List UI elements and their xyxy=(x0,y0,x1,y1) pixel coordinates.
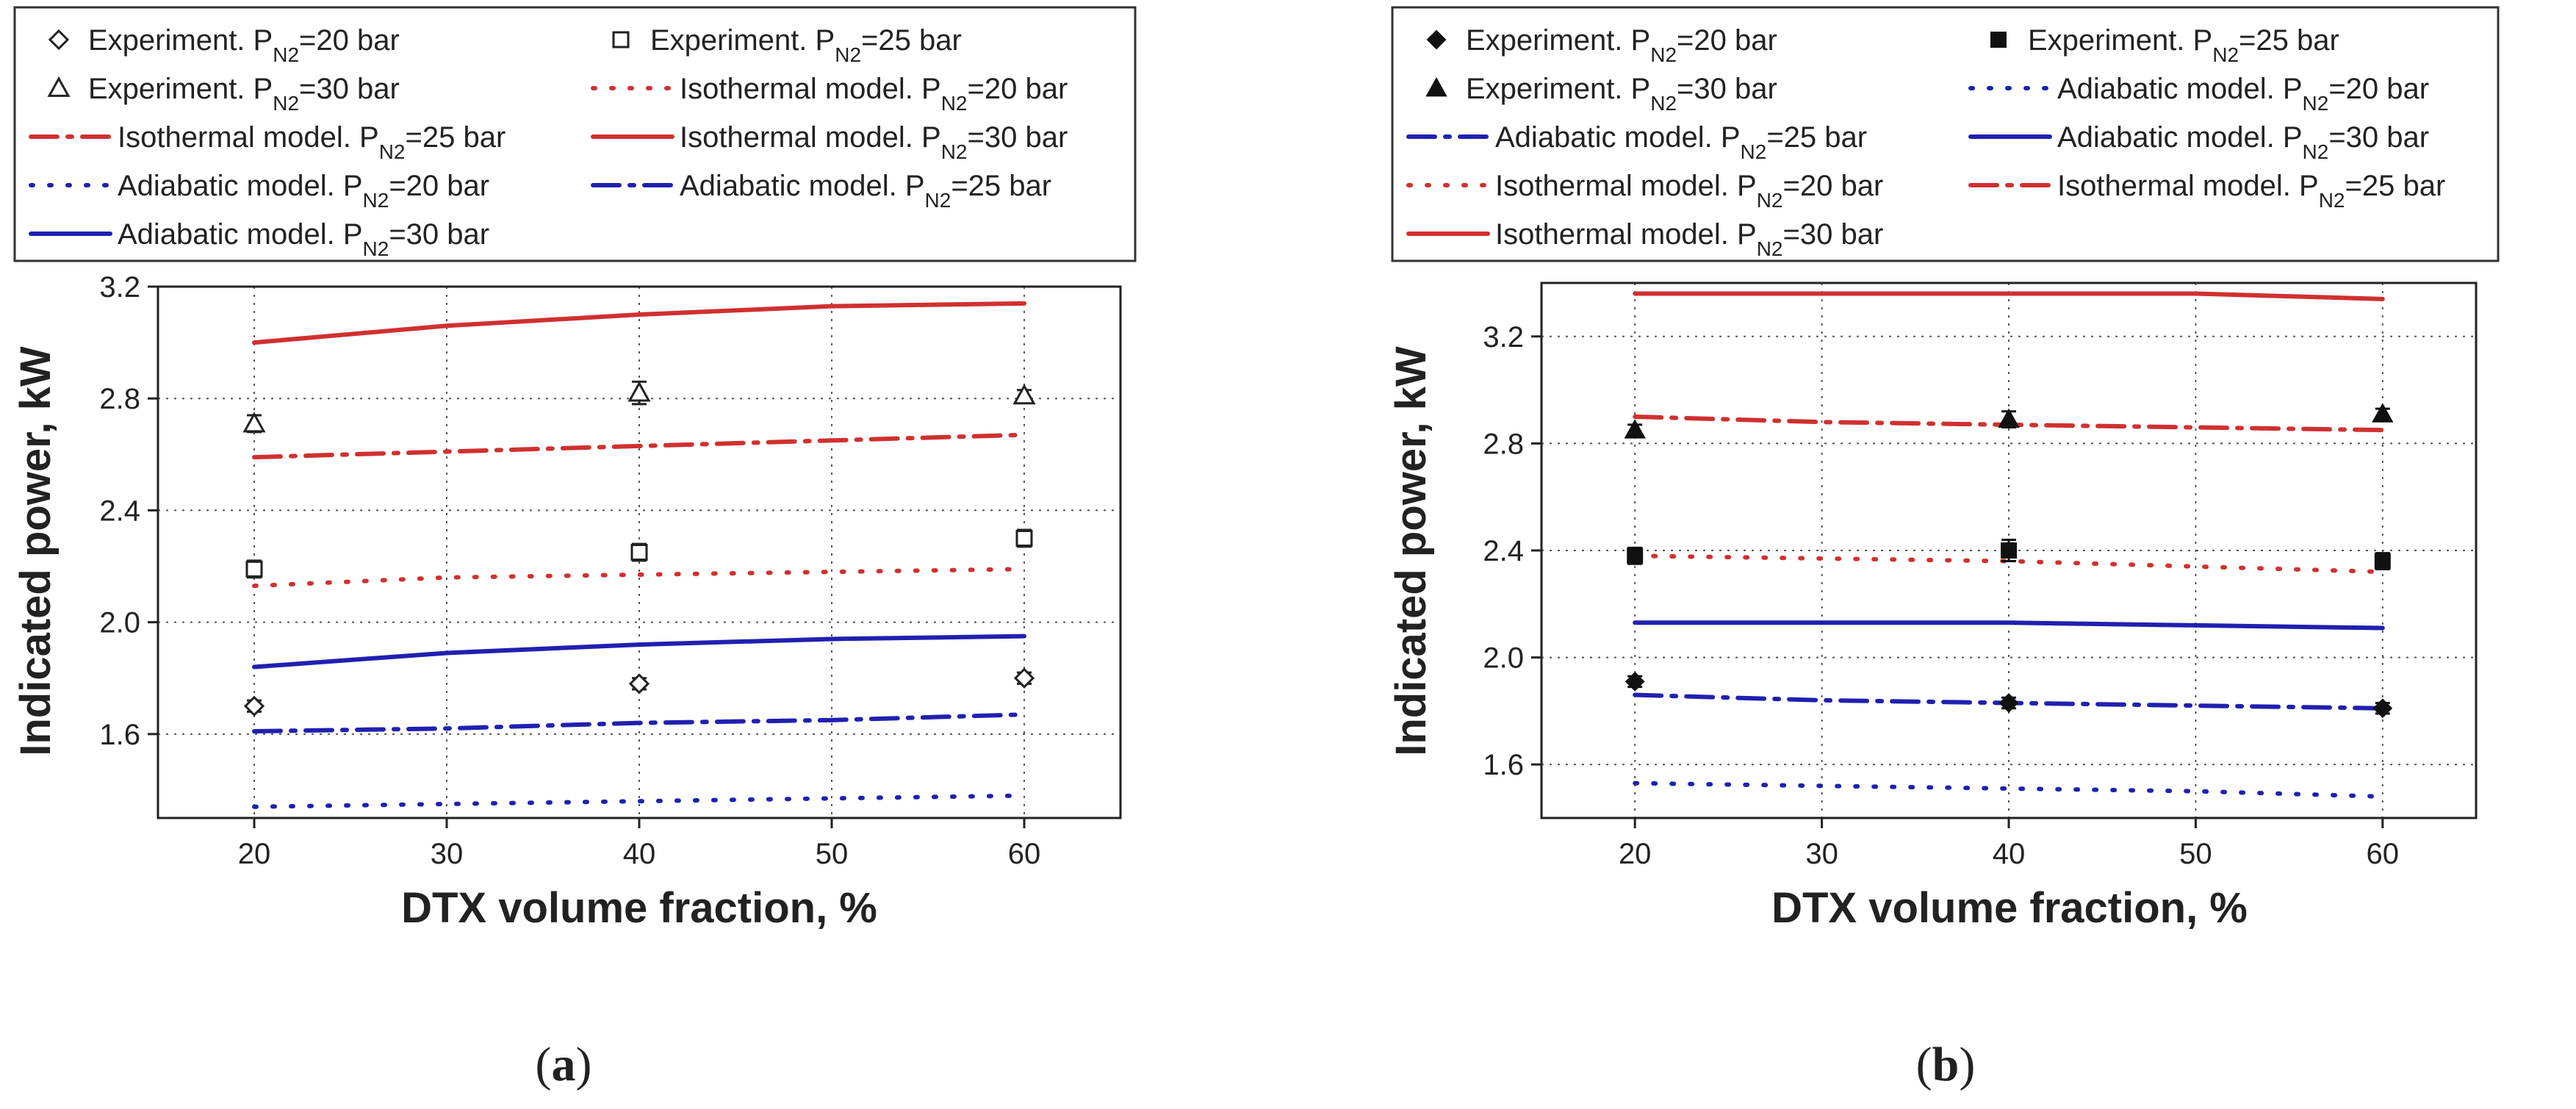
panel-label: (b) xyxy=(1916,1038,1976,1091)
data-point xyxy=(1012,384,1036,405)
x-tick-label: 40 xyxy=(1993,838,2026,870)
series-line xyxy=(252,567,1026,589)
legend-label: Isothermal model. PN2=30 bar xyxy=(1495,218,1883,260)
data-point xyxy=(242,412,266,433)
legend-marker xyxy=(1426,29,1447,50)
legend-label: Experiment. PN2=20 bar xyxy=(1466,24,1777,66)
series-line xyxy=(252,634,1026,670)
data-point xyxy=(1625,671,1645,692)
data-point xyxy=(1998,408,2020,428)
x-axis-label: DTX volume fraction, % xyxy=(1771,884,2248,932)
legend-label: Isothermal model. PN2=25 bar xyxy=(2057,170,2445,212)
series-line xyxy=(1633,780,2385,799)
series-line xyxy=(252,301,1026,345)
x-tick-label: 50 xyxy=(2179,838,2212,870)
data-point xyxy=(2372,403,2394,423)
data-point xyxy=(245,560,263,578)
legend-label: Adiabatic model. PN2=20 bar xyxy=(118,170,489,212)
legend-marker xyxy=(1425,76,1447,97)
y-tick-label: 1.6 xyxy=(1483,749,1524,781)
data-point xyxy=(2001,542,2017,559)
legend-label: Experiment. PN2=30 bar xyxy=(88,73,400,115)
y-tick-label: 2.8 xyxy=(99,383,140,415)
legend-label: Adiabatic model. PN2=30 bar xyxy=(2057,121,2429,163)
panel-b-chart: Experiment. PN2=20 bar Experiment. PN2=25… xyxy=(1387,6,2500,1091)
y-axis-label: Indicated power, kW xyxy=(1387,346,1435,756)
y-tick-label: 2.0 xyxy=(1483,642,1524,675)
x-tick-label: 60 xyxy=(2367,838,2400,870)
series-line xyxy=(252,432,1026,460)
legend-label: Experiment. PN2=20 bar xyxy=(88,24,400,66)
x-tick-label: 30 xyxy=(431,838,464,870)
legend-label: Adiabatic model. PN2=25 bar xyxy=(680,170,1051,212)
x-tick-label: 40 xyxy=(623,838,656,870)
x-axis-label: DTX volume fraction, % xyxy=(401,884,877,932)
legend-label: Experiment. PN2=25 bar xyxy=(2028,24,2339,66)
series-line xyxy=(1633,291,2385,301)
x-tick-label: 30 xyxy=(1805,838,1838,870)
legend-marker xyxy=(1990,32,2007,48)
data-point xyxy=(1015,529,1033,547)
data-point xyxy=(630,544,648,561)
y-tick-label: 3.2 xyxy=(1483,321,1524,353)
legend-label: Adiabatic model. PN2=30 bar xyxy=(118,218,489,260)
legend-marker xyxy=(47,76,71,97)
legend-label: Isothermal model. PN2=25 bar xyxy=(118,121,506,163)
legend-marker xyxy=(48,29,70,51)
y-tick-label: 2.4 xyxy=(99,495,140,527)
series-line xyxy=(1633,553,2385,575)
data-point xyxy=(2372,698,2393,719)
data-point xyxy=(627,381,651,402)
y-tick-label: 2.4 xyxy=(1483,535,1524,567)
x-tick-label: 20 xyxy=(1619,838,1652,870)
x-tick-label: 50 xyxy=(816,838,849,870)
panel-a-chart: Experiment. PN2=20 bar Experiment. PN2=25… xyxy=(12,6,1137,1091)
y-tick-label: 2.0 xyxy=(99,607,140,639)
data-point xyxy=(1627,548,1644,564)
data-point xyxy=(628,673,650,695)
y-tick-label: 1.6 xyxy=(99,719,140,751)
data-point xyxy=(243,695,265,717)
legend-label: Experiment. PN2=30 bar xyxy=(1466,73,1777,115)
legend-box xyxy=(13,6,1137,262)
legend-label: Adiabatic model. PN2=20 bar xyxy=(2057,73,2429,115)
legend-label: Isothermal model. PN2=20 bar xyxy=(680,73,1068,115)
x-tick-label: 20 xyxy=(238,838,271,870)
series-line xyxy=(252,712,1026,734)
legend-marker xyxy=(612,31,630,49)
data-point xyxy=(2374,553,2391,570)
panel-label: (a) xyxy=(536,1038,592,1091)
series-line xyxy=(252,793,1026,809)
data-point xyxy=(1624,419,1646,439)
y-axis-label: Indicated power, kW xyxy=(12,346,60,756)
y-tick-label: 3.2 xyxy=(99,271,140,304)
legend-label: Adiabatic model. PN2=25 bar xyxy=(1495,121,1867,163)
data-point xyxy=(1998,693,2019,713)
legend-box xyxy=(1391,6,2500,262)
series-line xyxy=(1633,620,2385,631)
data-point xyxy=(1013,667,1035,689)
legend-label: Isothermal model. PN2=20 bar xyxy=(1495,170,1883,212)
legend-label: Isothermal model. PN2=30 bar xyxy=(680,121,1068,163)
legend-label: Experiment. PN2=25 bar xyxy=(650,24,962,66)
y-tick-label: 2.8 xyxy=(1483,428,1524,460)
x-tick-label: 60 xyxy=(1008,838,1041,870)
